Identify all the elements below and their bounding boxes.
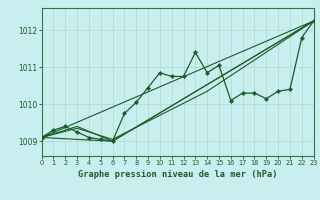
X-axis label: Graphe pression niveau de la mer (hPa): Graphe pression niveau de la mer (hPa) — [78, 170, 277, 179]
